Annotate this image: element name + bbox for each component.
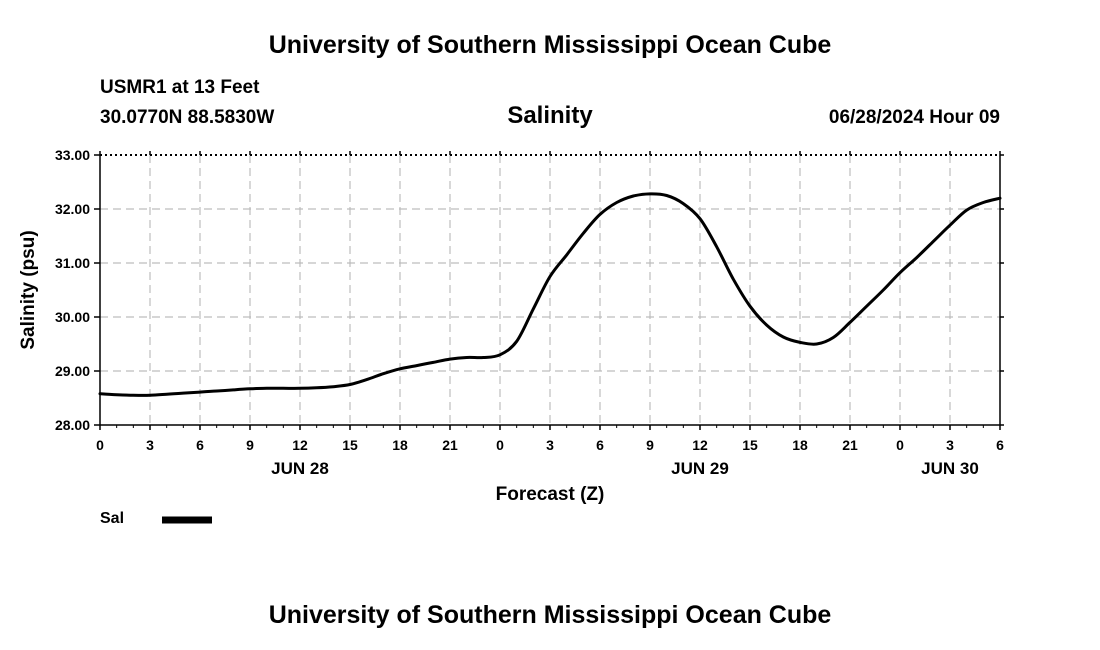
x-tick-label: 21 [842, 437, 858, 453]
chart-title: Salinity [507, 102, 593, 129]
x-date-label: JUN 30 [921, 459, 979, 478]
x-tick-label: 21 [442, 437, 458, 453]
x-tick-label: 12 [292, 437, 308, 453]
x-tick-label: 0 [96, 437, 104, 453]
x-tick-label: 9 [646, 437, 654, 453]
x-tick-label: 3 [146, 437, 154, 453]
y-tick-label: 32.00 [55, 201, 90, 217]
y-tick-label: 33.00 [55, 147, 90, 163]
x-tick-label: 0 [496, 437, 504, 453]
y-axis-title: Salinity (psu) [18, 230, 39, 349]
x-tick-label: 15 [342, 437, 358, 453]
series-line-salinity [98, 192, 1002, 397]
forecast-datetime: 06/28/2024 Hour 09 [828, 107, 1000, 128]
station-coordinates: 30.0770N 88.5830W [100, 107, 275, 128]
x-tick-label: 6 [596, 437, 604, 453]
x-tick-label: 18 [792, 437, 808, 453]
y-tick-label: 31.00 [55, 255, 90, 271]
x-date-label: JUN 29 [671, 459, 729, 478]
x-date-label: JUN 28 [271, 459, 329, 478]
bottom-title: University of Southern Mississippi Ocean… [268, 601, 832, 629]
x-axis-title: Forecast (Z) [496, 484, 605, 505]
x-tick-label: 3 [946, 437, 954, 453]
legend-label: Sal [100, 510, 125, 527]
x-tick-label: 6 [996, 437, 1004, 453]
y-tick-label: 28.00 [55, 417, 90, 433]
x-tick-label: 18 [392, 437, 408, 453]
x-tick-label: 15 [742, 437, 758, 453]
x-tick-label: 12 [692, 437, 708, 453]
x-tick-label: 6 [196, 437, 204, 453]
station-label: USMR1 at 13 Feet [100, 77, 260, 98]
y-tick-label: 29.00 [55, 363, 90, 379]
x-tick-label: 9 [246, 437, 254, 453]
x-tick-label: 0 [896, 437, 904, 453]
top-title: University of Southern Mississippi Ocean… [268, 31, 832, 59]
x-tick-label: 3 [546, 437, 554, 453]
y-tick-label: 30.00 [55, 309, 90, 325]
